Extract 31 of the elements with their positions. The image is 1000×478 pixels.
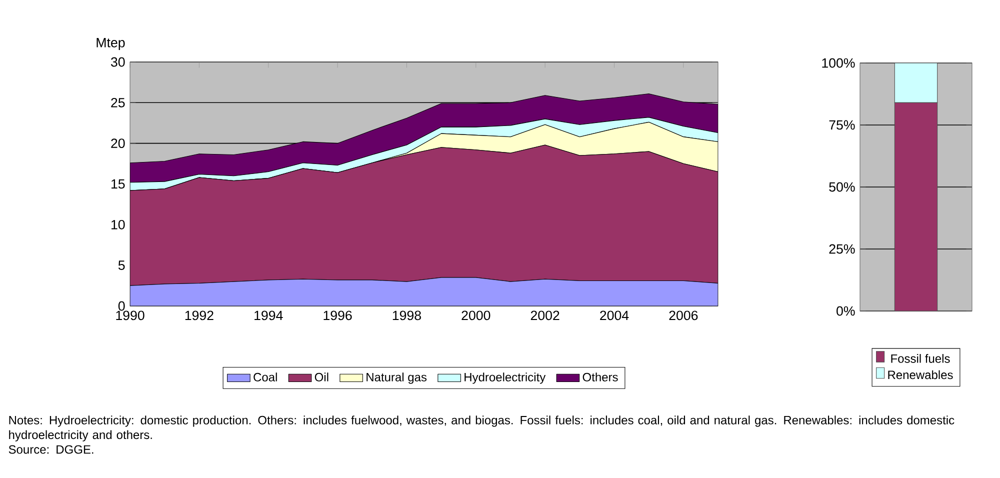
y-tick-label: 0 (118, 301, 125, 311)
x-tick-label: 1996 (324, 310, 352, 320)
x-tick-label: 2006 (669, 310, 698, 320)
x-tick-label: 1994 (254, 310, 283, 320)
legend-label: Others (582, 372, 618, 382)
text: Notes: Hydroelectricity: domestic production. Others: includes fuelwood, wastes, and biogas. Fossil fuels: includes coal, oild and natural gas. Renewables: includes domestic hydroelectricity and others. (9, 416, 954, 442)
legend-label: Oil (314, 372, 328, 382)
y-tick-label: 0% (836, 306, 855, 316)
x-tick-label: 2002 (530, 310, 560, 320)
x-tick-label: 2004 (600, 310, 629, 320)
legend-label: Hydroelectricity (464, 372, 546, 384)
y-axis-title: Mtep (96, 38, 125, 50)
legend-label: Renewables (888, 370, 953, 380)
y-tick-label: 15 (111, 179, 125, 189)
y-tick-label: 75% (829, 120, 855, 130)
y-tick-label: 5 (118, 260, 125, 270)
source-note: Source: DGGE. (8, 445, 94, 454)
x-tick-label: 2000 (462, 310, 490, 320)
x-tick-label: 1990 (116, 310, 144, 320)
y-tick-label: 100% (822, 58, 855, 68)
legend-label: Natural gas (366, 372, 427, 384)
legend-label: Coal (254, 372, 277, 382)
x-tick-label: 1998 (392, 310, 421, 320)
y-tick-label: 50% (829, 182, 855, 192)
y-tick-label: 25 (111, 98, 125, 108)
y-tick-label: 20 (111, 138, 125, 148)
y-tick-label: 30 (110, 57, 125, 67)
y-tick-label: 10 (111, 220, 125, 230)
y-tick-label: 25% (829, 244, 855, 254)
legend-label: Fossil fuels (891, 354, 950, 363)
x-tick-label: 1992 (185, 310, 214, 320)
